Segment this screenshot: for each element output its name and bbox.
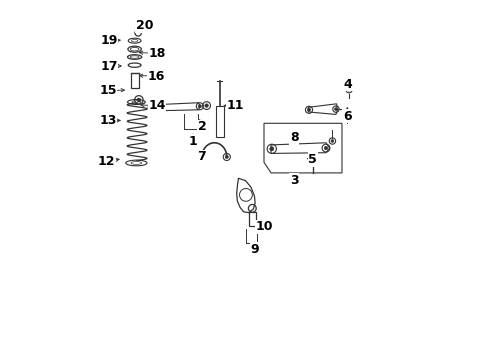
Text: 13: 13 bbox=[99, 114, 117, 127]
Text: 12: 12 bbox=[97, 155, 115, 168]
Circle shape bbox=[330, 140, 333, 143]
Text: 6: 6 bbox=[342, 110, 351, 123]
Text: 3: 3 bbox=[289, 174, 298, 186]
Text: 10: 10 bbox=[255, 220, 272, 233]
Text: 15: 15 bbox=[99, 84, 117, 97]
Text: 4: 4 bbox=[343, 78, 352, 91]
Text: 16: 16 bbox=[147, 69, 165, 83]
Text: 5: 5 bbox=[307, 153, 316, 166]
Circle shape bbox=[269, 147, 273, 151]
Text: 11: 11 bbox=[226, 99, 244, 112]
Text: 2: 2 bbox=[197, 120, 206, 133]
Circle shape bbox=[334, 108, 337, 111]
Text: 7: 7 bbox=[197, 150, 206, 163]
Text: 1: 1 bbox=[188, 135, 197, 148]
Circle shape bbox=[204, 104, 208, 107]
Circle shape bbox=[150, 106, 154, 109]
Circle shape bbox=[224, 156, 228, 158]
Circle shape bbox=[307, 108, 310, 111]
Text: 17: 17 bbox=[100, 60, 118, 73]
Circle shape bbox=[198, 105, 201, 108]
Circle shape bbox=[324, 147, 327, 150]
Circle shape bbox=[137, 98, 141, 102]
Circle shape bbox=[200, 156, 203, 158]
Text: 14: 14 bbox=[148, 99, 165, 112]
Text: 19: 19 bbox=[100, 34, 118, 47]
Text: 9: 9 bbox=[250, 243, 259, 256]
Text: 20: 20 bbox=[136, 19, 153, 32]
Text: 18: 18 bbox=[149, 47, 166, 60]
Circle shape bbox=[347, 88, 350, 91]
Text: 8: 8 bbox=[289, 131, 298, 144]
